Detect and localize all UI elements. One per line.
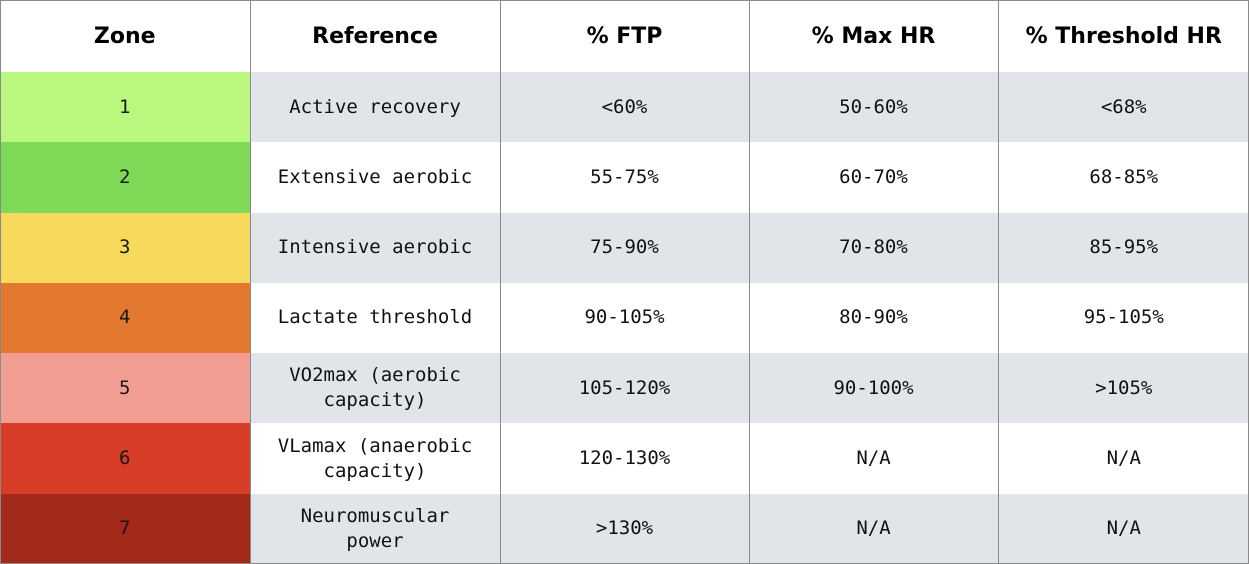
zone-cell: 1: [0, 72, 251, 143]
table-row: 7 Neuromuscular power >130% N/A N/A: [0, 493, 1249, 564]
header-row: Zone Reference % FTP % Max HR % Threshol…: [0, 0, 1249, 72]
threshold-hr-cell: N/A: [998, 493, 1249, 564]
threshold-hr-cell: N/A: [998, 423, 1249, 494]
ftp-cell: 120-130%: [500, 423, 750, 494]
threshold-hr-cell: 85-95%: [998, 212, 1249, 283]
ftp-cell: 90-105%: [500, 282, 750, 354]
threshold-hr-cell: <68%: [998, 72, 1249, 143]
threshold-hr-cell: 68-85%: [998, 142, 1249, 213]
ftp-cell: <60%: [500, 72, 750, 143]
ftp-cell: >130%: [500, 493, 750, 564]
zone-cell: 3: [0, 212, 251, 283]
threshold-hr-cell: 95-105%: [998, 282, 1249, 354]
table-row: 4 Lactate threshold 90-105% 80-90% 95-10…: [0, 282, 1249, 354]
table-row: 1 Active recovery <60% 50-60% <68%: [0, 72, 1249, 143]
table-row: 5 VO2max (aerobic capacity) 105-120% 90-…: [0, 353, 1249, 424]
header-max-hr: % Max HR: [749, 0, 999, 72]
reference-text: Extensive aerobic: [277, 165, 473, 188]
reference-cell: Active recovery: [250, 72, 501, 143]
max-hr-cell: 60-70%: [749, 142, 999, 213]
max-hr-cell: 90-100%: [749, 353, 999, 424]
zone-cell: 4: [0, 282, 251, 354]
header-threshold-hr: % Threshold HR: [998, 0, 1249, 72]
max-hr-cell: 70-80%: [749, 212, 999, 283]
reference-text: Neuromuscular power: [300, 504, 450, 552]
reference-text: Lactate threshold: [277, 306, 473, 329]
header-ftp: % FTP: [500, 0, 750, 72]
reference-cell: Neuromuscular power: [250, 493, 501, 564]
zone-cell: 5: [0, 353, 251, 424]
ftp-cell: 105-120%: [500, 353, 750, 424]
max-hr-cell: 50-60%: [749, 72, 999, 143]
max-hr-cell: N/A: [749, 493, 999, 564]
reference-cell: VLamax (anaerobic capacity): [250, 423, 501, 494]
ftp-cell: 55-75%: [500, 142, 750, 213]
zone-cell: 6: [0, 423, 251, 494]
table-row: 3 Intensive aerobic 75-90% 70-80% 85-95%: [0, 212, 1249, 283]
reference-cell: Extensive aerobic: [250, 142, 501, 213]
reference-cell: Lactate threshold: [250, 282, 501, 354]
zone-cell: 2: [0, 142, 251, 213]
reference-cell: VO2max (aerobic capacity): [250, 353, 501, 424]
zone-cell: 7: [0, 493, 251, 564]
reference-cell: Intensive aerobic: [250, 212, 501, 283]
reference-text: VO2max (aerobic capacity): [289, 364, 461, 412]
threshold-hr-cell: >105%: [998, 353, 1249, 424]
max-hr-cell: 80-90%: [749, 282, 999, 354]
table-row: 2 Extensive aerobic 55-75% 60-70% 68-85%: [0, 142, 1249, 213]
ftp-cell: 75-90%: [500, 212, 750, 283]
table-row: 6 VLamax (anaerobic capacity) 120-130% N…: [0, 423, 1249, 494]
reference-text: VLamax (anaerobic capacity): [277, 434, 473, 482]
header-reference: Reference: [250, 0, 501, 72]
reference-text: Active recovery: [289, 95, 461, 118]
reference-text: Intensive aerobic: [277, 236, 473, 259]
header-zone: Zone: [0, 0, 251, 72]
max-hr-cell: N/A: [749, 423, 999, 494]
